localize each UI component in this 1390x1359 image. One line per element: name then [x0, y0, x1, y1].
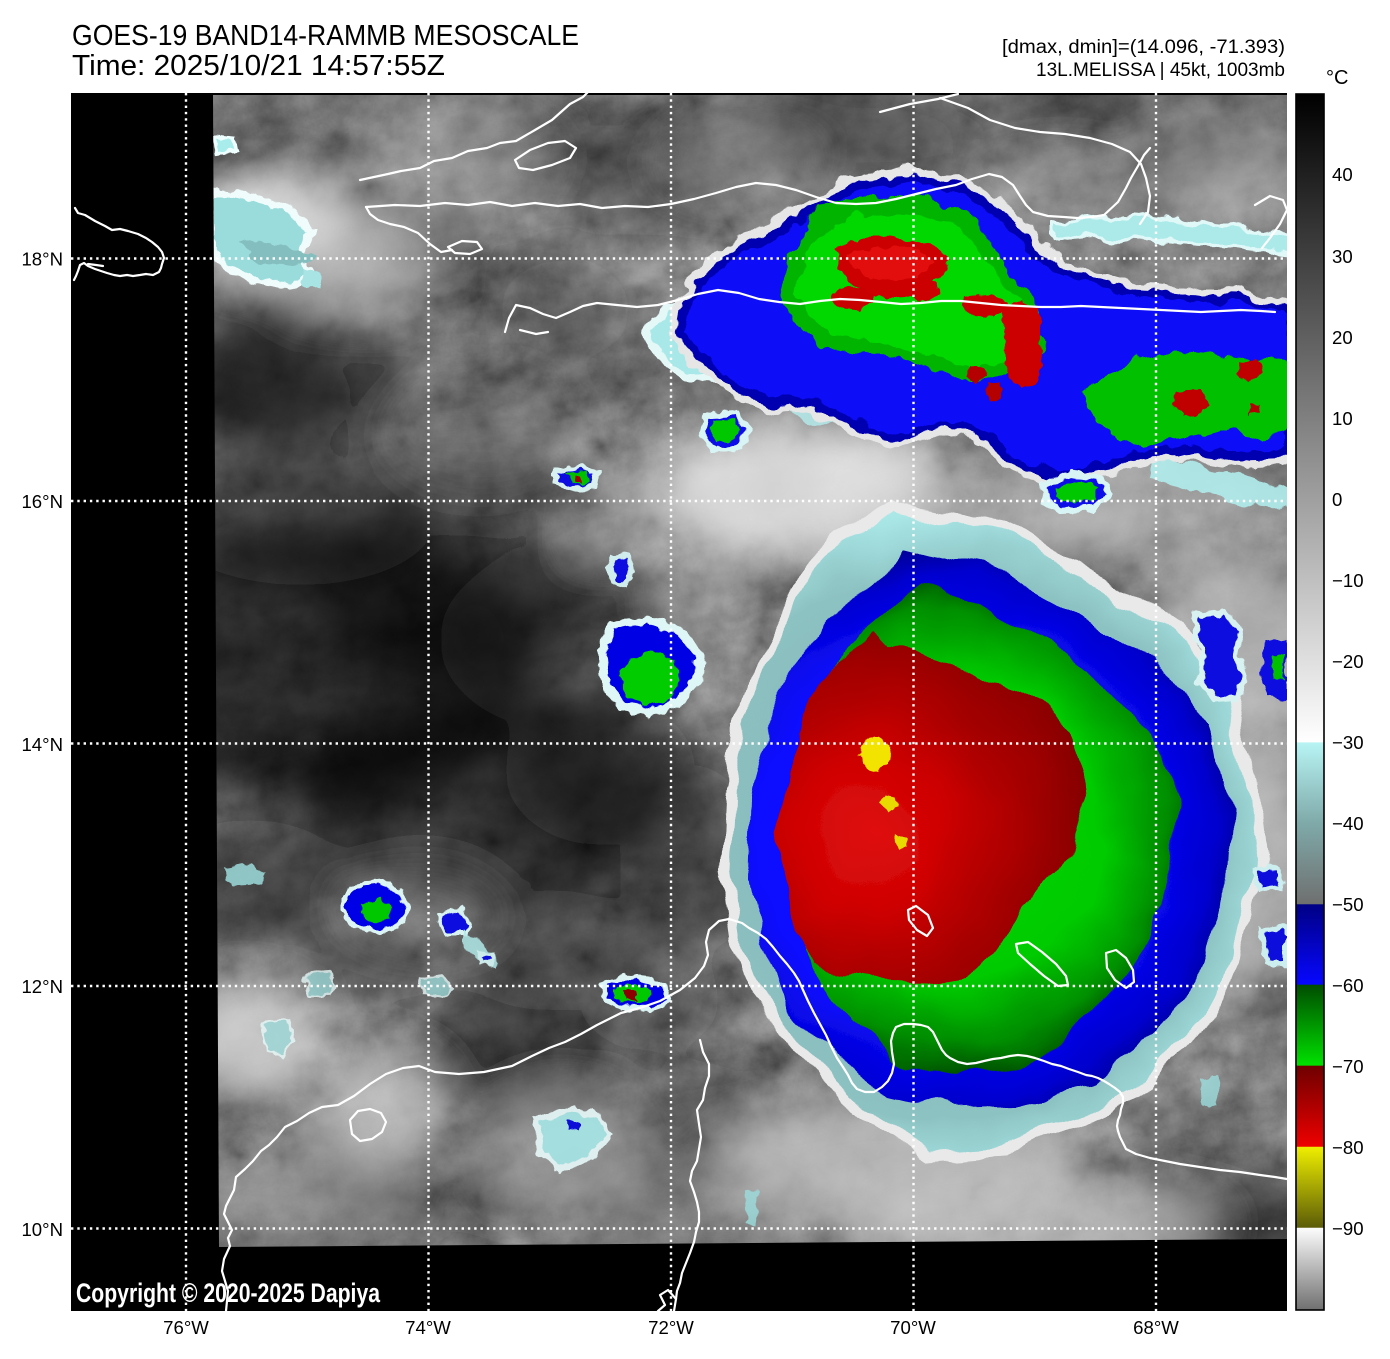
- svg-text:20: 20: [1332, 327, 1353, 348]
- svg-text:13L.MELISSA | 45kt, 1003mb: 13L.MELISSA | 45kt, 1003mb: [1036, 60, 1285, 81]
- svg-text:−70: −70: [1332, 1056, 1364, 1077]
- svg-text:10: 10: [1332, 408, 1353, 429]
- svg-text:GOES-19 BAND14-RAMMB MESOSCALE: GOES-19 BAND14-RAMMB MESOSCALE: [72, 20, 579, 52]
- svg-text:76°W: 76°W: [163, 1317, 209, 1338]
- svg-text:−40: −40: [1332, 813, 1364, 834]
- svg-text:−10: −10: [1332, 570, 1364, 591]
- svg-text:−20: −20: [1332, 651, 1364, 672]
- svg-text:30: 30: [1332, 246, 1353, 267]
- svg-text:[dmax, dmin]=(14.096, -71.393): [dmax, dmin]=(14.096, -71.393): [1002, 37, 1285, 58]
- svg-text:0: 0: [1332, 489, 1342, 510]
- svg-text:40: 40: [1332, 164, 1353, 185]
- svg-text:74°W: 74°W: [405, 1317, 451, 1338]
- svg-text:−80: −80: [1332, 1137, 1364, 1158]
- svg-text:−30: −30: [1332, 732, 1364, 753]
- svg-text:−50: −50: [1332, 894, 1364, 915]
- svg-text:70°W: 70°W: [890, 1317, 936, 1338]
- svg-text:68°W: 68°W: [1133, 1317, 1179, 1338]
- svg-text:14°N: 14°N: [21, 734, 63, 755]
- svg-text:16°N: 16°N: [21, 491, 63, 512]
- svg-text:72°W: 72°W: [648, 1317, 694, 1338]
- svg-text:Copyright © 2020-2025 Dapiya: Copyright © 2020-2025 Dapiya: [76, 1278, 381, 1308]
- svg-text:12°N: 12°N: [21, 976, 63, 997]
- svg-text:°C: °C: [1326, 67, 1348, 89]
- svg-text:−90: −90: [1332, 1218, 1364, 1239]
- svg-text:−60: −60: [1332, 975, 1364, 996]
- svg-text:10°N: 10°N: [21, 1219, 63, 1240]
- svg-text:18°N: 18°N: [21, 249, 63, 270]
- svg-text:Time: 2025/10/21 14:57:55Z: Time: 2025/10/21 14:57:55Z: [72, 50, 445, 82]
